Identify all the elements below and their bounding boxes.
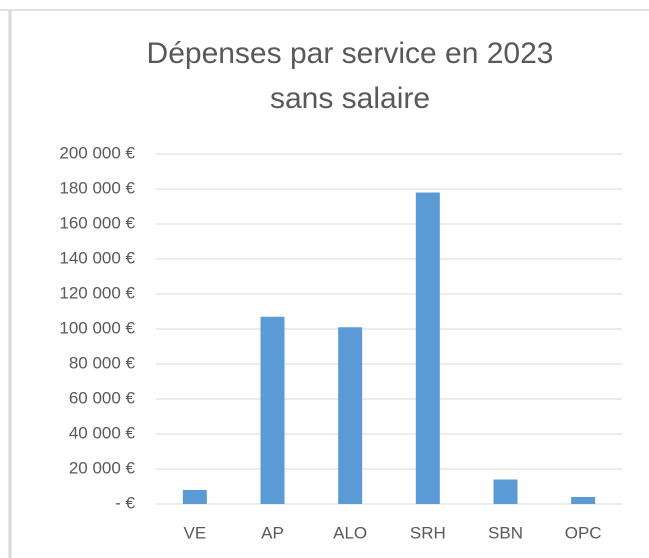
x-tick-label: AP (261, 523, 284, 542)
y-tick-label: 180 000 € (59, 178, 135, 197)
bar (493, 479, 518, 504)
bar (571, 497, 596, 504)
bar (260, 316, 285, 504)
y-tick-label: 20 000 € (69, 458, 136, 477)
x-tick-label: SBN (488, 523, 523, 542)
y-tick-label: - € (115, 493, 135, 512)
x-tick-label: ALO (333, 523, 367, 542)
y-tick-label: 160 000 € (59, 213, 135, 232)
bar (338, 327, 363, 504)
chart-title: Dépenses par service en 2023 (147, 37, 554, 70)
x-tick-label: OPC (565, 523, 602, 542)
bar (415, 192, 440, 504)
y-tick-label: 120 000 € (59, 283, 135, 302)
y-tick-label: 80 000 € (69, 353, 136, 372)
y-tick-label: 140 000 € (59, 248, 135, 267)
y-tick-label: 40 000 € (69, 423, 136, 442)
y-tick-label: 200 000 € (59, 143, 135, 162)
y-tick-label: 60 000 € (69, 388, 136, 407)
y-tick-label: 100 000 € (59, 318, 135, 337)
bar (182, 490, 207, 504)
chart-title: sans salaire (270, 82, 430, 115)
x-tick-label: SRH (410, 523, 446, 542)
x-tick-label: VE (183, 523, 206, 542)
